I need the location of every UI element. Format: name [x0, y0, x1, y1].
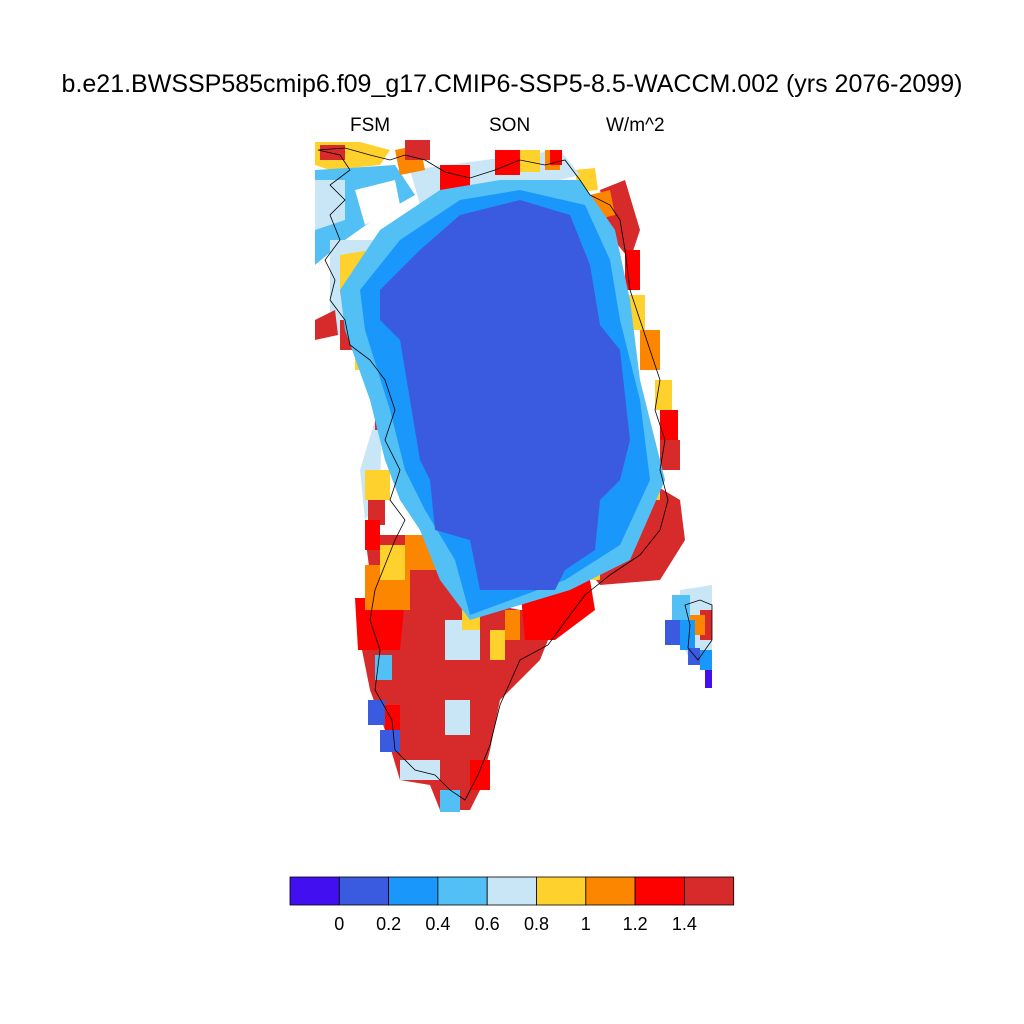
map-cell [355, 598, 405, 650]
map-cell [700, 650, 712, 670]
map-cell [505, 610, 520, 640]
colorbar-box [388, 876, 439, 906]
colorbar-tick-label: 1.2 [623, 914, 648, 934]
map-cell [405, 140, 430, 160]
map-cell [380, 200, 630, 590]
map-cell [660, 440, 680, 470]
colorbar-box [585, 876, 636, 906]
map-cell [365, 470, 390, 500]
colorbar-tick-label: 0.2 [376, 914, 401, 934]
colorbar-box [634, 876, 685, 906]
map-cell [680, 620, 695, 650]
map-cell [705, 670, 712, 688]
variable-label: FSM [350, 115, 391, 136]
map-cell [355, 180, 400, 225]
map-cell [440, 790, 460, 812]
map-cell [520, 150, 540, 172]
colorbar-box [486, 876, 537, 906]
colorbar-tick-label: 1 [581, 914, 591, 934]
colorbar-box [338, 876, 389, 906]
map-cell [380, 545, 405, 580]
colorbar-box [536, 876, 587, 906]
units-label: W/m^2 [606, 115, 665, 136]
plot-title: b.e21.BWSSP585cmip6.f09_g17.CMIP6-SSP5-8… [61, 70, 963, 98]
coastline [684, 599, 713, 661]
season-label: SON [489, 115, 531, 136]
map-cell [470, 760, 490, 790]
colorbar-box [289, 876, 340, 906]
map-cell [495, 150, 520, 175]
map-cell [655, 380, 672, 410]
map-cell [445, 700, 470, 735]
map-cell [375, 655, 392, 680]
map-cell [660, 410, 678, 440]
colorbar-tick-label: 1.4 [672, 914, 697, 934]
colorbar-tick-label: 0.6 [475, 914, 500, 934]
map-cell [365, 520, 380, 550]
colorbar-tick-label: 0.8 [524, 914, 549, 934]
colorbar-box [437, 876, 488, 906]
map-cell [368, 500, 385, 525]
map-cell [385, 705, 400, 730]
colorbar-box [684, 876, 735, 906]
map-cell [315, 310, 338, 340]
colorbar-tick-label: 0.4 [425, 914, 450, 934]
colorbar-tick-label: 0 [334, 914, 344, 934]
map-cell [665, 620, 680, 645]
coastline [317, 147, 669, 801]
map-cell [368, 700, 385, 725]
map-cell [490, 630, 505, 660]
map-cell [672, 595, 690, 620]
map-cell [688, 648, 700, 665]
